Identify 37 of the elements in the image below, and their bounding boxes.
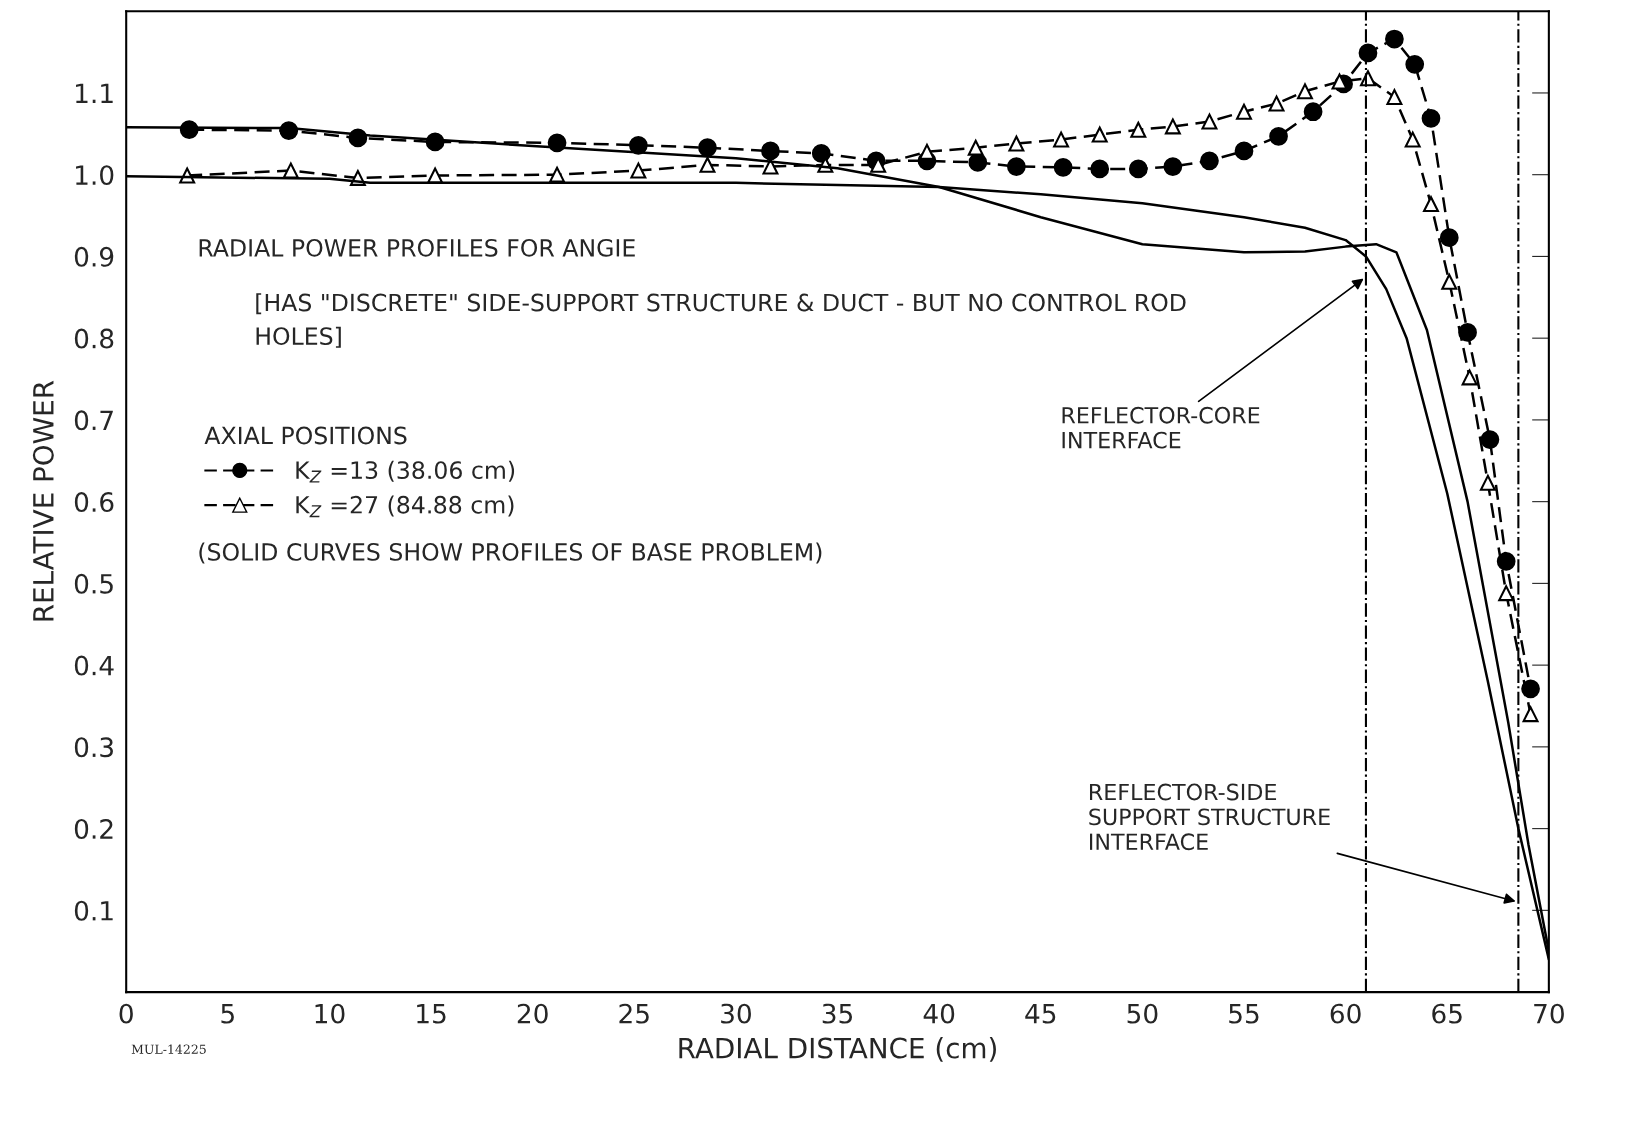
legend-title: AXIAL POSITIONS	[204, 426, 407, 445]
x-tick-label: 25	[619, 1003, 649, 1024]
x-tick-label: 15	[417, 1004, 446, 1024]
x-tick-label: 50	[1127, 1003, 1158, 1024]
x-tick-label: 45	[1025, 1004, 1056, 1024]
y-tick-label: 0.3	[74, 737, 113, 758]
x-tick-label: 5	[221, 1004, 234, 1024]
y-tick-label: 0.5	[74, 573, 113, 594]
y-tick-label: 1.1	[76, 83, 113, 103]
x-tick-label: 55	[1229, 1004, 1259, 1024]
x-tick-label: 70	[1534, 1003, 1564, 1024]
x-tick-label: 60	[1330, 1003, 1361, 1024]
x-tick-label: 35	[822, 1003, 853, 1024]
x-tick-label: 20	[517, 1003, 548, 1024]
y-tick-label: 0.4	[74, 655, 114, 676]
y-tick-label: 0.6	[74, 492, 114, 513]
annotation: REFLECTOR-CORE INTERFACE	[1062, 406, 1260, 449]
x-axis-title: RADIAL DISTANCE (cm)	[679, 1037, 996, 1062]
x-tick-label: 65	[1432, 1003, 1462, 1024]
text: RADIAL POWER PROFILES FOR ANGIE	[199, 238, 635, 257]
annotation: REFLECTOR-SIDE SUPPORT STRUCTURE INTERFACE	[1089, 783, 1330, 851]
x-tick-label: 0	[119, 1003, 133, 1024]
y-tick-label: 0.1	[74, 900, 113, 921]
y-tick-label: 0.2	[74, 819, 113, 840]
legend-label: K$_{Z}$ =27 (84.88 cm)	[296, 495, 514, 518]
x-tick-label: 10	[315, 1003, 345, 1024]
annotation: (SOLID CURVES SHOW PROFILES OF BASE PROBLEM)	[199, 542, 822, 564]
x-tick-label: 40	[923, 1003, 955, 1024]
text: [HAS "DISCRETE" SIDE-SUPPORT STRUCTURE & DUCT - BUT NO CONTROL ROD HOLES]	[256, 293, 1186, 348]
y-tick-label: 0.9	[74, 246, 114, 267]
y-tick-label: 1.0	[76, 165, 114, 186]
y-tick-label: 0.8	[74, 328, 114, 349]
text: MUL-14225	[131, 1044, 206, 1054]
y-axis-title: RELATIVE POWER	[32, 380, 54, 621]
legend-label: K$_{Z}$ =13 (38.06 cm)	[296, 460, 515, 483]
y-tick-label: 0.7	[74, 410, 113, 431]
x-tick-label: 30	[721, 1003, 751, 1024]
